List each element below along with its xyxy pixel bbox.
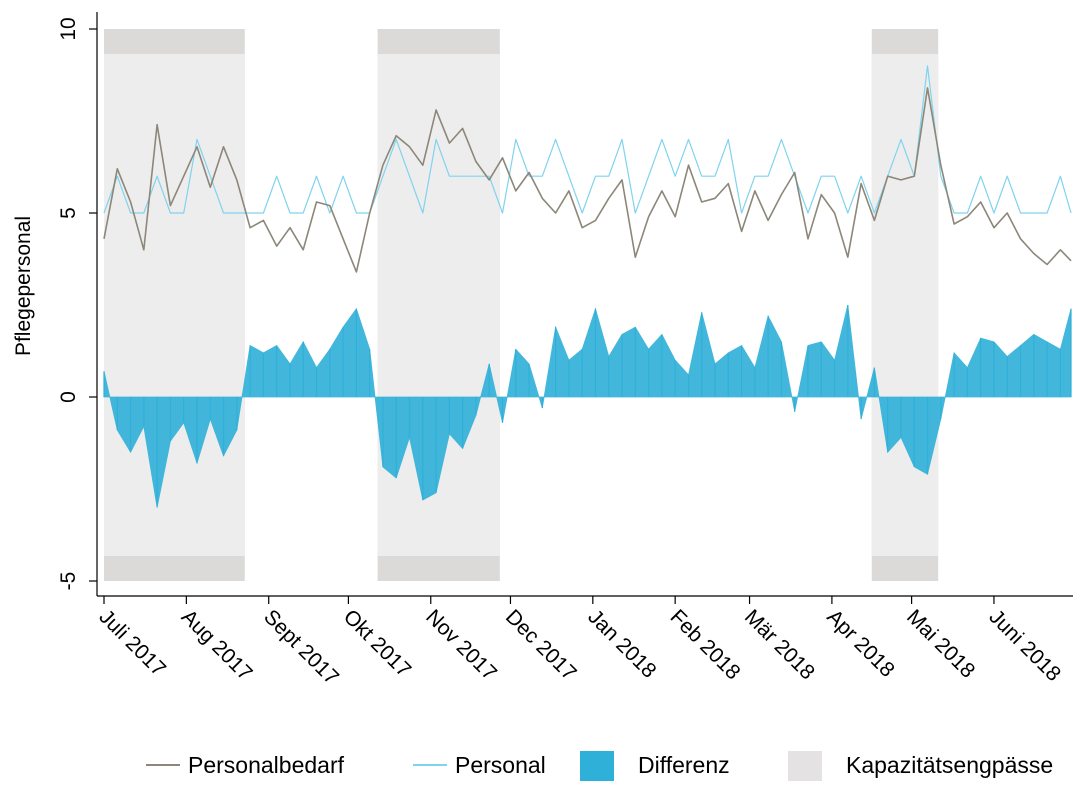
shaded-period-inner-1 xyxy=(104,54,245,556)
y-tick-label: 5 xyxy=(57,207,80,219)
series-lines xyxy=(103,65,1072,273)
differenz-area xyxy=(103,304,1072,508)
x-tick-label: Dec 2017 xyxy=(501,605,581,685)
legend-label: Kapazitätsengpässe xyxy=(846,752,1053,778)
legend: Personalbedarf Personal Differenz Kapazität… xyxy=(146,751,1053,781)
x-tick-label: Nov 2017 xyxy=(421,605,501,685)
series-line-personalbedarf xyxy=(103,87,1072,273)
legend-swatch xyxy=(788,751,822,781)
x-tick-label: Sept 2017 xyxy=(259,605,343,689)
x-tick-label: Aug 2017 xyxy=(177,605,257,685)
x-tick-label: Mai 2018 xyxy=(902,605,979,682)
x-tick-label: Juni 2018 xyxy=(984,605,1065,686)
legend-label: Differenz xyxy=(638,752,730,778)
x-tick-label: Juli 2017 xyxy=(94,605,170,681)
legend-label: Personal xyxy=(455,752,546,778)
y-axis-title: Pflegepersonal xyxy=(12,216,35,356)
legend-label: Personalbedarf xyxy=(188,752,345,778)
legend-swatch xyxy=(580,751,614,781)
y-tick-label: 10 xyxy=(57,17,80,40)
x-tick-label: Okt 2017 xyxy=(339,605,416,682)
series-line-personal xyxy=(103,65,1072,214)
x-tick-label: Apr 2018 xyxy=(822,605,899,682)
x-tick-label: Mär 2018 xyxy=(740,605,819,684)
y-tick-label: 0 xyxy=(57,391,80,403)
x-tick-label: Jan 2018 xyxy=(583,605,660,682)
shaded-periods xyxy=(104,29,939,581)
shaded-period-inner-3 xyxy=(871,54,939,556)
x-tick-label: Feb 2018 xyxy=(666,605,745,684)
y-tick-label: -5 xyxy=(57,572,80,591)
